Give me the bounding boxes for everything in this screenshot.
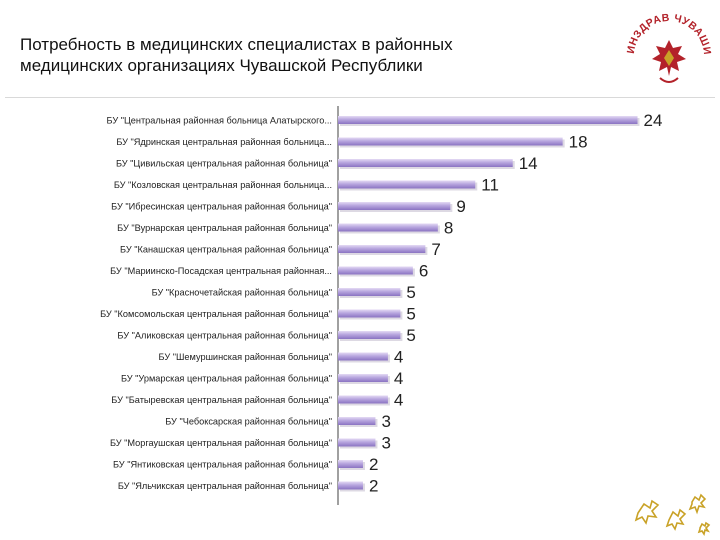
- category-label: БУ "Комсомольская центральная районная б…: [100, 309, 332, 319]
- bar: [338, 288, 401, 296]
- header-divider: [5, 97, 715, 98]
- bar: [338, 159, 513, 167]
- bar: [338, 331, 401, 339]
- category-label: БУ "Янтиковская центральная районная бол…: [113, 460, 332, 470]
- category-label: БУ "Шемуршинская районная больница": [159, 352, 332, 362]
- bar: [338, 180, 476, 189]
- category-label: БУ "Яльчикская центральная районная боль…: [118, 481, 332, 491]
- category-label: БУ "Козловская центральная районная боль…: [114, 180, 332, 190]
- value-label: 11: [481, 176, 499, 195]
- category-label: БУ "Вурнарская центральная районная боль…: [117, 223, 332, 233]
- value-label: 24: [644, 111, 663, 130]
- value-label: 4: [394, 391, 403, 410]
- page-title-line-2: медицинских организациях Чувашской Респу…: [20, 56, 423, 75]
- value-label: 5: [406, 305, 415, 324]
- category-label: БУ "Цивильская центральная районная боль…: [116, 159, 332, 169]
- category-label: БУ "Моргаушская центральная районная бол…: [110, 438, 332, 448]
- bar: [338, 116, 638, 124]
- category-label: БУ "Чебоксарская районная больница": [165, 417, 332, 427]
- category-label: БУ "Красночетайская районная больница": [152, 288, 332, 298]
- bar: [338, 266, 413, 275]
- value-label: 4: [394, 369, 403, 388]
- value-label: 5: [406, 283, 415, 302]
- bar: [338, 137, 563, 146]
- value-label: 9: [456, 197, 465, 216]
- page-title: Потребность в медицинских специалистах в…: [20, 34, 580, 76]
- value-label: 3: [381, 434, 390, 453]
- value-label: 2: [369, 455, 378, 474]
- category-label: БУ "Аликовская центральная районная боль…: [117, 331, 332, 341]
- bar: [338, 202, 451, 210]
- bar: [338, 481, 363, 490]
- bar: [338, 223, 438, 232]
- category-label: БУ "Ибресинская центральная районная бол…: [111, 202, 332, 212]
- category-label: БУ "Ядринская центральная районная больн…: [116, 137, 332, 147]
- value-label: 7: [431, 240, 440, 259]
- bar: [338, 438, 376, 447]
- category-label: БУ "Мариинско-Посадская центральная райо…: [110, 266, 332, 276]
- bar: [338, 245, 426, 253]
- page-title-line-1: Потребность в медицинских специалистах в…: [20, 35, 453, 54]
- value-label: 5: [406, 326, 415, 345]
- bar: [338, 309, 401, 318]
- value-label: 14: [519, 154, 538, 173]
- value-label: 6: [419, 262, 428, 281]
- ministry-emblem-icon: МИНЗДРАВ ЧУВАШИИ: [622, 6, 713, 83]
- category-label: БУ "Канашская центральная районная больн…: [120, 245, 332, 255]
- bar: [338, 352, 388, 361]
- category-label: БУ "Урмарская центральная районная больн…: [121, 374, 332, 384]
- value-label: 2: [369, 477, 378, 496]
- category-label: БУ "Центральная районная больница Алатыр…: [107, 116, 333, 126]
- value-label: 18: [569, 133, 588, 152]
- bar: [338, 417, 376, 425]
- value-label: 8: [444, 219, 453, 238]
- value-label: 3: [381, 412, 390, 431]
- ornament-star-icon: [634, 493, 711, 536]
- bar: [338, 374, 388, 382]
- bar: [338, 460, 363, 468]
- bar: [338, 395, 388, 404]
- value-label: 4: [394, 348, 403, 367]
- category-label: БУ "Батыревская центральная районная бол…: [111, 395, 332, 405]
